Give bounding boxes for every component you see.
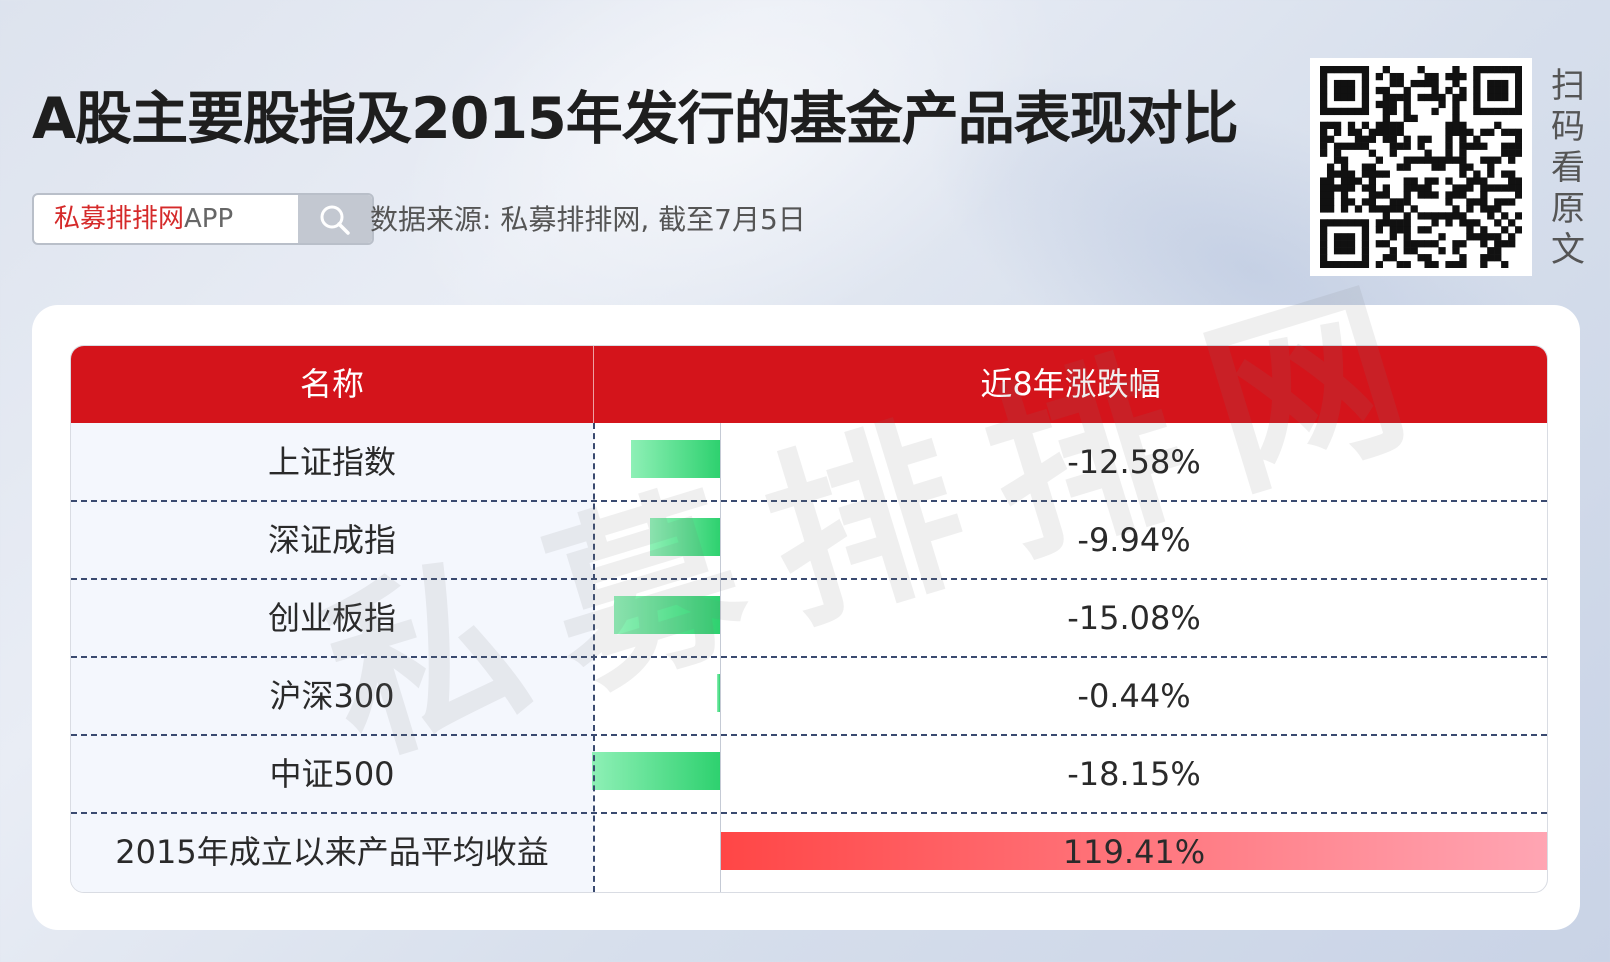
- comparison-table: 名称 近8年涨跌幅 上证指数 -12.58% 深证成指 -9.94% 创业板指 -15.0…: [70, 345, 1548, 893]
- scan-hint: 扫码看原文: [1546, 66, 1590, 271]
- negative-bar: [716, 674, 720, 712]
- scan-hint-char: 原: [1551, 189, 1585, 229]
- scan-hint-char: 文: [1551, 230, 1585, 270]
- data-source: 数据来源: 私募排排网, 截至7月5日: [370, 203, 806, 236]
- table-row: 深证成指 -9.94%: [71, 501, 1547, 579]
- name-column-divider: [593, 423, 595, 892]
- search-icon: [320, 205, 350, 235]
- row-divider: [71, 578, 1547, 580]
- row-name: 2015年成立以来产品平均收益: [115, 833, 549, 871]
- header-change: 近8年涨跌幅: [980, 365, 1161, 403]
- row-name: 中证500: [269, 755, 395, 793]
- scan-hint-char: 扫: [1551, 66, 1585, 106]
- header-name: 名称: [299, 365, 364, 403]
- row-value-label: -15.08%: [1067, 599, 1201, 637]
- row-value-label: -9.94%: [1077, 521, 1191, 559]
- table-row: 中证500 -18.15%: [71, 735, 1547, 813]
- table-row: 2015年成立以来产品平均收益 119.41%: [71, 813, 1547, 891]
- negative-bar: [649, 518, 720, 556]
- scan-hint-char: 看: [1551, 148, 1585, 188]
- positive-bar: [721, 832, 1547, 870]
- row-value-label: -18.15%: [1067, 755, 1201, 793]
- row-divider: [71, 656, 1547, 658]
- row-name: 沪深300: [269, 677, 395, 715]
- search-button[interactable]: [298, 195, 372, 243]
- row-name: 上证指数: [267, 443, 396, 481]
- qr-code-icon: [1320, 66, 1522, 268]
- row-value-label: -0.44%: [1077, 677, 1191, 715]
- search-box[interactable]: 私募排排网APP: [32, 193, 374, 245]
- row-name: 创业板指: [267, 599, 396, 637]
- row-value-label: 119.41%: [1062, 833, 1206, 871]
- table-row: 沪深300 -0.44%: [71, 657, 1547, 735]
- row-divider: [71, 500, 1547, 502]
- header-divider: [593, 346, 594, 423]
- search-text: 私募排排网APP: [54, 195, 233, 243]
- negative-bar: [631, 440, 720, 478]
- table-row: 上证指数 -12.58%: [71, 423, 1547, 501]
- table-header: 名称 近8年涨跌幅: [71, 346, 1547, 423]
- row-name: 深证成指: [267, 521, 396, 559]
- row-divider: [71, 734, 1547, 736]
- search-suffix: APP: [184, 204, 234, 234]
- qr-code[interactable]: [1310, 58, 1532, 276]
- negative-bar: [613, 596, 720, 634]
- row-divider: [71, 812, 1547, 814]
- scan-hint-char: 码: [1551, 107, 1585, 147]
- search-brand: 私募排排网: [54, 204, 185, 234]
- negative-bar: [592, 752, 720, 790]
- zero-axis-line: [720, 423, 721, 892]
- page-title: A股主要股指及2015年发行的基金产品表现对比: [32, 86, 1239, 152]
- row-value-label: -12.58%: [1067, 443, 1201, 481]
- table-row: 创业板指 -15.08%: [71, 579, 1547, 657]
